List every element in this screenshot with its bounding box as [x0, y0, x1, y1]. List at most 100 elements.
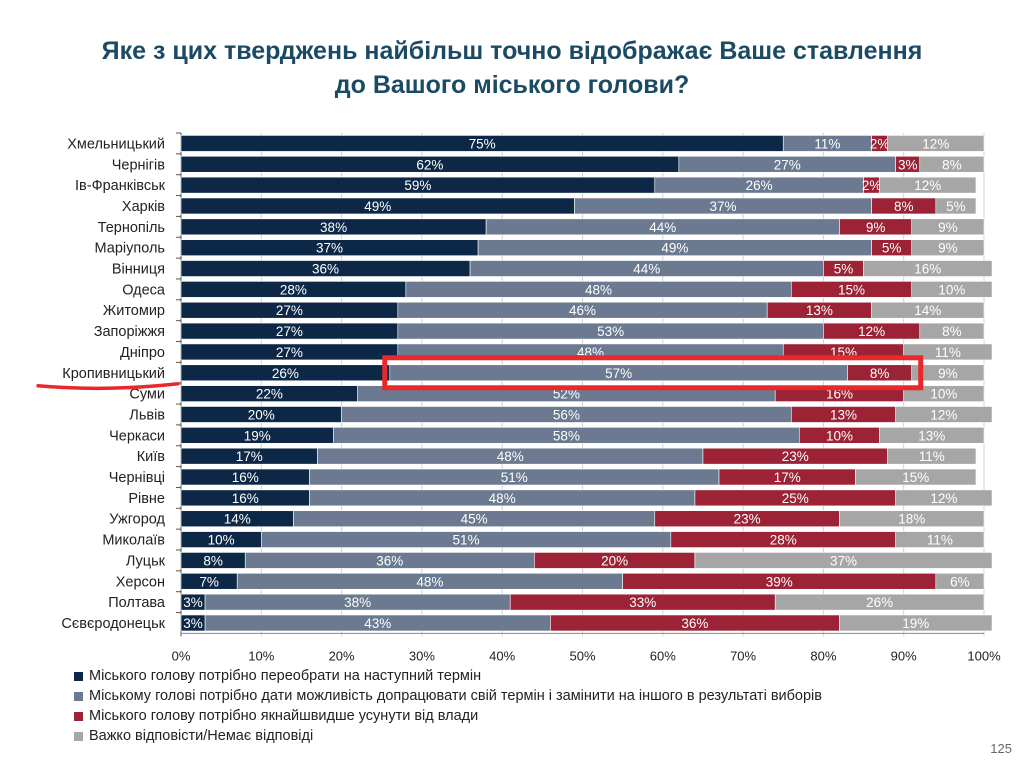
legend-label: Міському голові потрібно дати можливість… [89, 688, 822, 704]
data-label: 7% [199, 574, 219, 589]
data-label: 27% [774, 157, 801, 172]
data-label: 8% [870, 366, 890, 381]
highlight-underline [36, 382, 180, 391]
data-label: 11% [935, 345, 961, 360]
data-label: 27% [276, 324, 303, 339]
legend-item: Міського голову потрібно переобрати на н… [74, 666, 822, 686]
data-label: 26% [272, 366, 299, 381]
bar-segment [887, 447, 977, 465]
data-label: 17% [774, 470, 801, 485]
x-tick-label: 50% [569, 648, 595, 663]
data-label: 27% [276, 303, 303, 318]
legend-item: Міського голову потрібно якнайшвидше усу… [74, 706, 822, 726]
data-label: 2% [870, 136, 890, 151]
x-tick-label: 90% [891, 648, 917, 663]
data-label: 57% [605, 366, 632, 381]
category-label: Ів-Франківськ [75, 178, 166, 194]
data-label: 20% [248, 407, 275, 422]
bar-segment [871, 301, 985, 319]
data-label: 39% [766, 574, 793, 589]
data-label: 20% [601, 553, 628, 568]
data-label: 33% [629, 595, 656, 610]
data-label: 53% [597, 324, 624, 339]
x-tick-label: 40% [489, 648, 515, 663]
data-label: 37% [316, 241, 343, 256]
data-label: 18% [898, 512, 925, 527]
category-label: Чернівці [109, 470, 165, 486]
data-label: 13% [806, 303, 833, 318]
data-label: 58% [553, 428, 580, 443]
data-label: 8% [203, 553, 223, 568]
data-label: 37% [830, 553, 857, 568]
data-label: 12% [922, 136, 949, 151]
bar-segment [919, 322, 985, 340]
data-label: 14% [224, 512, 251, 527]
data-label: 48% [585, 282, 612, 297]
chart-title-line2: до Вашого міського голови? [334, 71, 690, 99]
data-label: 36% [376, 553, 403, 568]
category-label: Одеса [122, 282, 166, 298]
legend-swatch [74, 671, 83, 681]
data-label: 16% [232, 491, 259, 506]
bar-segment [694, 552, 993, 569]
data-label: 26% [866, 595, 893, 610]
legend-item: Міському голові потрібно дати можливість… [74, 686, 822, 706]
bar-segment [895, 406, 993, 423]
x-tick-label: 30% [409, 648, 435, 663]
category-label: Тернопіль [98, 220, 165, 236]
data-label: 11% [927, 533, 953, 548]
data-label: 9% [866, 220, 886, 235]
bar-segment [855, 468, 977, 486]
bar-segment [911, 364, 985, 382]
category-label: Харків [122, 199, 165, 215]
legend-swatch [74, 691, 83, 701]
data-label: 26% [746, 178, 773, 193]
category-label: Львів [129, 407, 165, 423]
category-label: Миколаїв [102, 533, 165, 549]
data-label: 51% [453, 533, 480, 548]
data-label: 56% [553, 407, 580, 422]
data-label: 13% [918, 428, 945, 443]
x-tick-label: 10% [248, 648, 274, 663]
chart-legend: Міського голову потрібно переобрати на н… [74, 666, 822, 746]
bar-segment [879, 427, 985, 444]
chart-title: Яке з цих тверджень найбільш точно відоб… [0, 34, 1024, 102]
data-label: 36% [312, 262, 339, 277]
data-label: 23% [782, 449, 809, 464]
category-label: Вінниця [112, 262, 165, 278]
bar-segment [911, 281, 993, 298]
data-label: 62% [416, 157, 443, 172]
data-label: 3% [183, 616, 203, 631]
data-label: 12% [914, 178, 941, 193]
data-label: 16% [232, 470, 259, 485]
category-label: Ужгород [109, 512, 165, 528]
data-label: 44% [649, 220, 676, 235]
category-label: Запоріжжя [94, 324, 165, 340]
legend-swatch [74, 711, 83, 721]
data-label: 12% [930, 407, 957, 422]
bar-segment [839, 510, 985, 528]
category-label: Рівне [128, 491, 165, 507]
category-label: Київ [137, 449, 166, 465]
bar-segment [887, 135, 985, 152]
data-label: 48% [416, 574, 443, 589]
category-label: Чернігів [112, 157, 166, 173]
data-label: 38% [344, 595, 371, 610]
data-label: 12% [930, 491, 957, 506]
data-label: 16% [914, 262, 941, 277]
data-label: 28% [770, 533, 797, 548]
x-tick-label: 20% [329, 648, 355, 663]
data-label: 10% [938, 282, 965, 297]
legend-label: Міського голову потрібно переобрати на н… [89, 668, 482, 684]
bar-segment [774, 593, 985, 611]
x-tick-label: 60% [650, 648, 676, 663]
data-label: 49% [661, 241, 688, 256]
category-label: Суми [129, 387, 165, 403]
data-label: 10% [826, 428, 853, 443]
data-label: 45% [461, 512, 488, 527]
data-label: 43% [364, 616, 391, 631]
data-label: 22% [256, 387, 283, 402]
bar-segment [895, 531, 985, 548]
data-label: 48% [497, 449, 524, 464]
data-label: 25% [782, 491, 809, 506]
